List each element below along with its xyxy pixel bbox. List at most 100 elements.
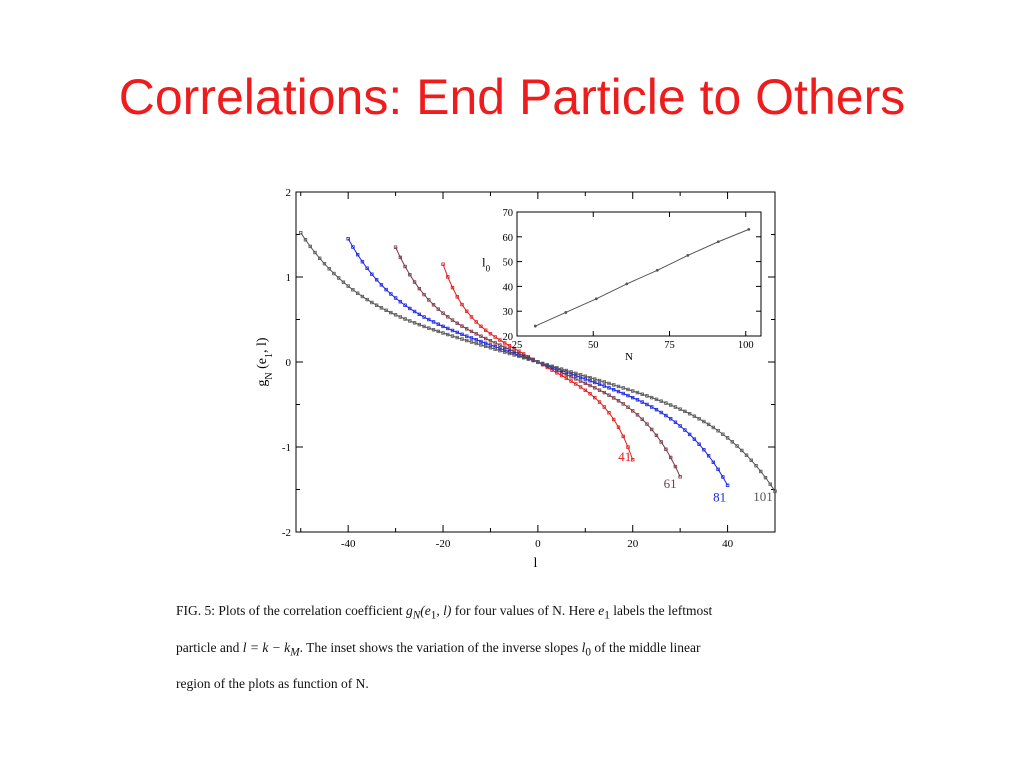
inset-y-axis-label: l0 (482, 255, 491, 274)
series-point-61 (640, 417, 644, 421)
series-point-81 (374, 278, 379, 282)
series-point-41 (574, 382, 578, 386)
x-tick-label: 20 (627, 538, 639, 550)
figure-caption: FIG. 5: Plots of the correlation coeffic… (176, 595, 876, 700)
slide-title: Correlations: End Particle to Others (118, 69, 906, 125)
series-point-41 (621, 434, 625, 439)
series-point-81 (702, 448, 706, 452)
series-point-61 (668, 455, 673, 460)
inset-point (564, 311, 568, 314)
series-label-41: 41 (618, 449, 631, 464)
inset-point (655, 268, 659, 272)
series-point-81 (645, 402, 649, 407)
inset-point (686, 254, 690, 257)
x-tick-label: -20 (436, 538, 451, 550)
caption-text: particle and (176, 639, 243, 655)
series-point-81 (602, 384, 606, 388)
series-point-101 (640, 392, 644, 396)
series-point-101 (654, 397, 659, 402)
series-point-101 (687, 412, 692, 416)
series-point-41 (498, 338, 502, 342)
series-label-81: 81 (713, 489, 726, 504)
series-point-101 (621, 386, 625, 390)
series-point-101 (602, 380, 606, 384)
series-point-101 (384, 308, 388, 312)
series-point-101 (645, 394, 649, 398)
series-point-61 (559, 370, 564, 375)
series-point-61 (593, 386, 597, 390)
series-point-61 (588, 383, 592, 388)
series-point-101 (631, 389, 635, 393)
series-point-41 (441, 262, 445, 266)
series-point-61 (465, 327, 469, 331)
caption-math: e (598, 603, 605, 618)
series-point-61 (412, 280, 417, 284)
series-point-81 (612, 387, 616, 392)
series-point-101 (446, 332, 450, 337)
series-point-81 (393, 296, 398, 300)
series-point-61 (621, 402, 625, 406)
inset-y-tick-label: 40 (503, 282, 514, 293)
series-point-81 (484, 341, 488, 345)
inset-point (747, 227, 751, 231)
series-point-101 (336, 276, 341, 280)
series-point-101 (393, 313, 398, 317)
series-point-61 (602, 390, 606, 395)
inset-y-tick-label: 50 (503, 258, 514, 269)
series-point-101 (697, 417, 701, 421)
series-point-41 (493, 335, 497, 339)
series-point-101 (716, 429, 720, 433)
series-point-41 (626, 445, 630, 449)
main-plot: -40 -20 0 20 40 -2 -1 0 1 2 l gN (e1, l) 41 61 81 101 (255, 187, 777, 571)
series-point-81 (465, 334, 469, 338)
series-point-101 (365, 297, 369, 302)
series-point-61 (393, 245, 398, 249)
series-point-101 (313, 250, 317, 255)
series-point-101 (740, 448, 744, 453)
series-point-101 (702, 419, 706, 424)
series-label-61: 61 (664, 476, 677, 491)
series-point-101 (360, 294, 365, 299)
series-point-61 (574, 377, 578, 381)
caption-math: , l) (436, 603, 452, 618)
series-point-81 (474, 338, 478, 342)
series-point-41 (597, 400, 602, 404)
series-point-41 (469, 315, 474, 319)
series-point-101 (460, 337, 464, 341)
caption-math: g (405, 603, 413, 618)
series-point-81 (597, 382, 602, 386)
series-point-41 (578, 385, 583, 389)
caption-text: . The inset shows the variation of the i… (299, 639, 582, 655)
series-point-101 (668, 403, 673, 407)
series-point-81 (692, 437, 697, 441)
series-point-81 (706, 454, 711, 458)
series-point-101 (346, 284, 350, 288)
series-point-61 (607, 393, 611, 397)
series-point-81 (725, 483, 730, 487)
series-point-101 (607, 381, 611, 386)
caption-text: labels the leftmost (609, 603, 713, 618)
series-point-81 (649, 405, 654, 409)
series-point-61 (484, 336, 488, 341)
series-point-41 (631, 458, 635, 462)
series-point-101 (545, 363, 550, 367)
series-point-101 (370, 300, 374, 305)
series-point-41 (450, 285, 455, 290)
caption-math-sub: 1 (430, 609, 437, 622)
series-point-61 (398, 255, 403, 260)
series-point-101 (626, 387, 630, 392)
inset-point (716, 240, 720, 244)
series-point-81 (370, 272, 374, 276)
series-point-81 (659, 410, 663, 415)
series-point-81 (360, 260, 365, 264)
series-point-81 (417, 312, 422, 317)
series-point-101 (341, 280, 346, 284)
series-point-101 (730, 440, 735, 444)
x-tick-label: -40 (341, 538, 356, 550)
inset-plot: 25 50 75 100 20 30 40 50 60 70 Nl0 (482, 208, 762, 363)
series-point-101 (493, 347, 497, 351)
caption-math-sub: N (412, 609, 421, 622)
series-point-81 (574, 373, 578, 378)
series-point-101 (479, 343, 483, 347)
series-point-101 (540, 361, 545, 366)
